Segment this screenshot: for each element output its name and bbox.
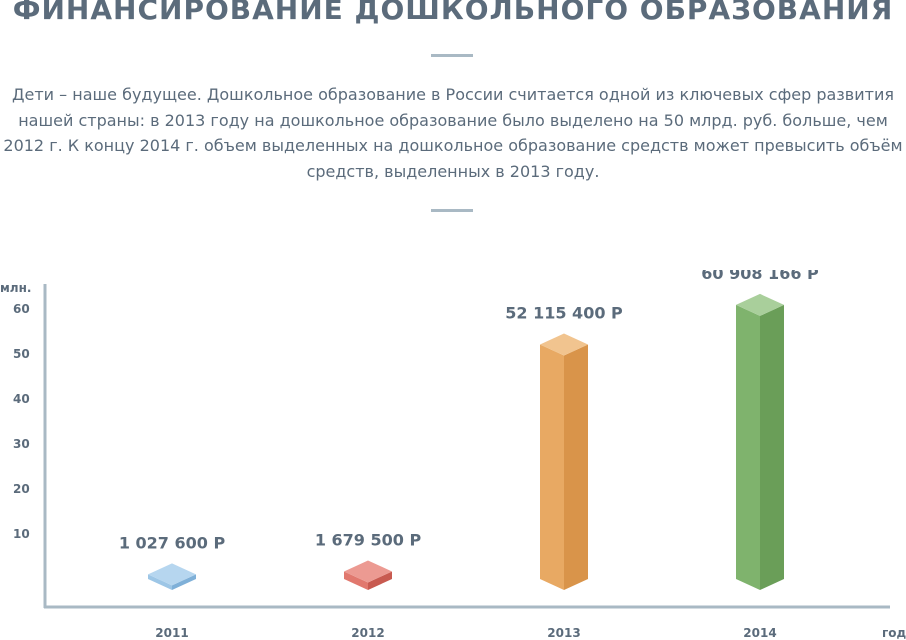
- x-tick-label: 2012: [351, 626, 384, 640]
- bar-value-label: 52 115 400 Р: [505, 303, 623, 322]
- bar-2011: 1 027 600 Р 2011: [119, 533, 226, 640]
- y-ticks: 10 20 30 40 50 60: [13, 302, 30, 541]
- x-tick-label: 2013: [547, 626, 580, 640]
- y-tick-label: 50: [13, 347, 30, 361]
- bar-2013: 52 115 400 Р 2013: [505, 303, 623, 640]
- funding-bar-chart: млн. год 10 20 30 40 50 60 1 027 600 Р 2011 1 6…: [0, 270, 906, 640]
- bar-right-face: [564, 344, 588, 590]
- x-axis-label: год: [882, 626, 906, 640]
- bar-value-label: 1 679 500 Р: [315, 530, 422, 549]
- lead-line: 2012 г. К концу 2014 г. объем выделенных…: [3, 136, 903, 155]
- bar-2014: 60 908 166 Р 2014: [701, 270, 819, 640]
- lead-paragraph: Дети – наше будущее. Дошкольное образова…: [0, 82, 906, 184]
- bar-left-face: [344, 571, 368, 590]
- bar-top-face: [148, 563, 196, 586]
- y-axis-label: млн.: [0, 281, 31, 295]
- y-tick-label: 60: [13, 302, 30, 316]
- lead-line: средств, выделенных в 2013 году.: [306, 161, 600, 181]
- bar-left-face: [736, 304, 760, 590]
- bar-top-face: [344, 560, 392, 583]
- bar-value-label: 1 027 600 Р: [119, 533, 226, 552]
- bar-value-label: 60 908 166 Р: [701, 270, 819, 283]
- y-tick-label: 30: [13, 437, 30, 451]
- bar-right-face: [172, 574, 196, 590]
- bar-2012: 1 679 500 Р 2012: [315, 530, 422, 640]
- x-tick-label: 2011: [155, 626, 188, 640]
- lead-line: Дети – наше будущее. Дошкольное образова…: [12, 85, 894, 104]
- bar-top-face: [736, 293, 784, 316]
- title-divider: [431, 54, 473, 57]
- lead-line: нашей страны: в 2013 году на дошкольное …: [18, 110, 888, 130]
- bar-left-face: [148, 574, 172, 590]
- lead-divider: [431, 209, 473, 212]
- bar-left-face: [540, 344, 564, 590]
- x-tick-label: 2014: [743, 626, 776, 640]
- bar-right-face: [368, 571, 392, 590]
- y-tick-label: 40: [13, 392, 30, 406]
- page-title: ФИНАНСИРОВАНИЕ ДОШКОЛЬНОГО ОБРАЗОВАНИЯ: [12, 0, 894, 26]
- y-tick-label: 10: [13, 527, 30, 541]
- bar-right-face: [760, 304, 784, 590]
- bars: 1 027 600 Р 2011 1 679 500 Р 2012 52 115 400…: [119, 270, 819, 640]
- bar-top-face: [540, 333, 588, 356]
- y-tick-label: 20: [13, 482, 30, 496]
